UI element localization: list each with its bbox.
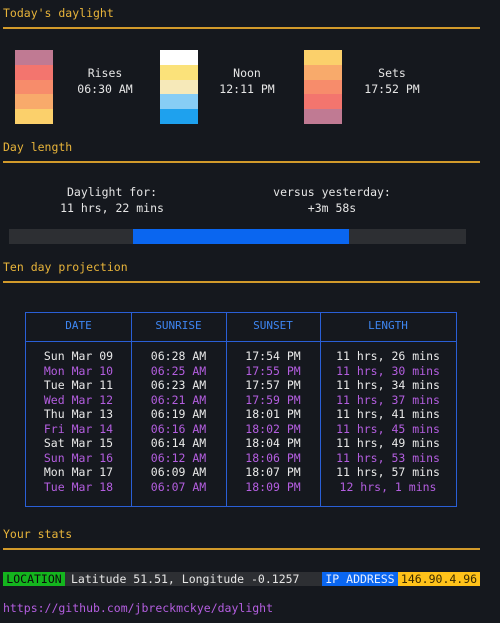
section-divider [3, 161, 480, 163]
row-sunrise: 06:19 AM [150, 407, 207, 421]
column-divider [226, 313, 227, 506]
row-sunset: 17:57 PM [245, 378, 301, 392]
swatch-band [304, 109, 342, 124]
noon-swatch [160, 50, 198, 124]
header-sunset: SUNSET [253, 319, 293, 332]
swatch-band [15, 109, 53, 124]
row-sunset: 17:59 PM [245, 392, 301, 407]
section-title-day-length: Day length [3, 140, 73, 154]
swatch-band [160, 50, 198, 65]
row-sunset: 18:02 PM [245, 421, 301, 436]
sunset-swatch [304, 50, 342, 124]
row-length: 11 hrs, 57 mins [336, 465, 440, 479]
projection-table: DATE SUNRISE SUNSET LENGTH Sun Mar 09 06:… [25, 312, 457, 507]
row-sunrise: 06:07 AM [150, 479, 207, 494]
row-sunset: 18:04 PM [245, 436, 301, 450]
location-value: Latitude 51.51, Longitude -0.1257 [65, 572, 322, 586]
noon-time: 12:11 PM [219, 82, 275, 96]
sunset-time: 17:52 PM [364, 82, 420, 96]
row-sunset: 18:09 PM [245, 479, 301, 494]
section-divider [3, 548, 480, 550]
header-length: LENGTH [368, 319, 408, 332]
versus-value: +3m 58s [307, 201, 357, 215]
noon-label: Noon [233, 66, 261, 80]
swatch-band [15, 50, 53, 65]
projection-table-header [26, 313, 456, 342]
row-date: Mon Mar 10 [43, 363, 114, 378]
row-sunset: 17:54 PM [245, 349, 301, 363]
row-date: Thu Mar 13 [43, 407, 114, 421]
row-sunset: 17:55 PM [245, 363, 301, 378]
row-sunrise: 06:09 AM [150, 465, 207, 479]
swatch-band [15, 94, 53, 110]
row-date: Tue Mar 11 [43, 378, 114, 392]
row-length: 11 hrs, 37 mins [336, 392, 440, 407]
row-sunset: 18:01 PM [245, 407, 301, 421]
daylight-progress-track [9, 229, 466, 244]
header-date: DATE [65, 319, 92, 332]
row-sunset: 18:06 PM [245, 450, 301, 465]
row-length: 11 hrs, 49 mins [336, 436, 440, 450]
row-length: 11 hrs, 30 mins [336, 363, 440, 378]
row-sunrise: 06:25 AM [150, 363, 207, 378]
daylight-progress-fill [133, 229, 349, 244]
sunrise-label: Rises [87, 66, 123, 80]
row-sunrise: 06:21 AM [150, 392, 207, 407]
swatch-band [304, 79, 342, 95]
versus-label: versus yesterday: [273, 185, 391, 199]
swatch-band [304, 50, 342, 65]
row-sunrise: 06:14 AM [150, 436, 207, 450]
ip-value: 146.90.4.96 [398, 572, 480, 586]
swatch-band [15, 64, 53, 80]
swatch-band [160, 64, 198, 80]
swatch-band [304, 94, 342, 110]
row-sunrise: 06:23 AM [150, 378, 207, 392]
row-sunset: 18:07 PM [245, 465, 301, 479]
row-length: 11 hrs, 26 mins [336, 349, 440, 363]
row-date: Sun Mar 16 [43, 450, 114, 465]
sunrise-swatch [15, 50, 53, 124]
section-divider [3, 27, 480, 29]
row-date: Tue Mar 18 [43, 479, 114, 494]
swatch-band [160, 109, 198, 124]
section-title-stats: Your stats [3, 527, 73, 541]
row-date: Wed Mar 12 [43, 392, 114, 407]
daylight-value: 11 hrs, 22 mins [60, 201, 164, 215]
section-title-today: Today's daylight [3, 6, 114, 20]
row-date: Sun Mar 09 [43, 349, 114, 363]
row-length: 11 hrs, 53 mins [336, 450, 440, 465]
row-sunrise: 06:12 AM [150, 450, 207, 465]
swatch-band [160, 79, 198, 95]
row-length: 12 hrs, 1 mins [339, 479, 437, 494]
column-divider [131, 313, 132, 506]
row-length: 11 hrs, 45 mins [336, 421, 440, 436]
daylight-label: Daylight for: [66, 185, 157, 199]
row-date: Sat Mar 15 [43, 436, 114, 450]
section-divider [3, 281, 480, 283]
row-sunrise: 06:28 AM [150, 349, 207, 363]
sunrise-time: 06:30 AM [77, 82, 133, 96]
swatch-band [304, 64, 342, 80]
row-date: Mon Mar 17 [43, 465, 114, 479]
github-link[interactable]: https://github.com/jbreckmckye/daylight [3, 601, 274, 615]
row-sunrise: 06:16 AM [150, 421, 207, 436]
row-date: Fri Mar 14 [43, 421, 114, 436]
row-length: 11 hrs, 34 mins [336, 378, 440, 392]
header-sunrise: SUNRISE [155, 319, 202, 332]
swatch-band [15, 79, 53, 95]
row-length: 11 hrs, 41 mins [336, 407, 440, 421]
section-title-projection: Ten day projection [3, 260, 128, 274]
column-divider [320, 313, 321, 506]
sunset-label: Sets [378, 66, 406, 80]
location-tag: LOCATION [3, 572, 65, 586]
ip-tag: IP ADDRESS [322, 572, 398, 586]
swatch-band [160, 94, 198, 110]
